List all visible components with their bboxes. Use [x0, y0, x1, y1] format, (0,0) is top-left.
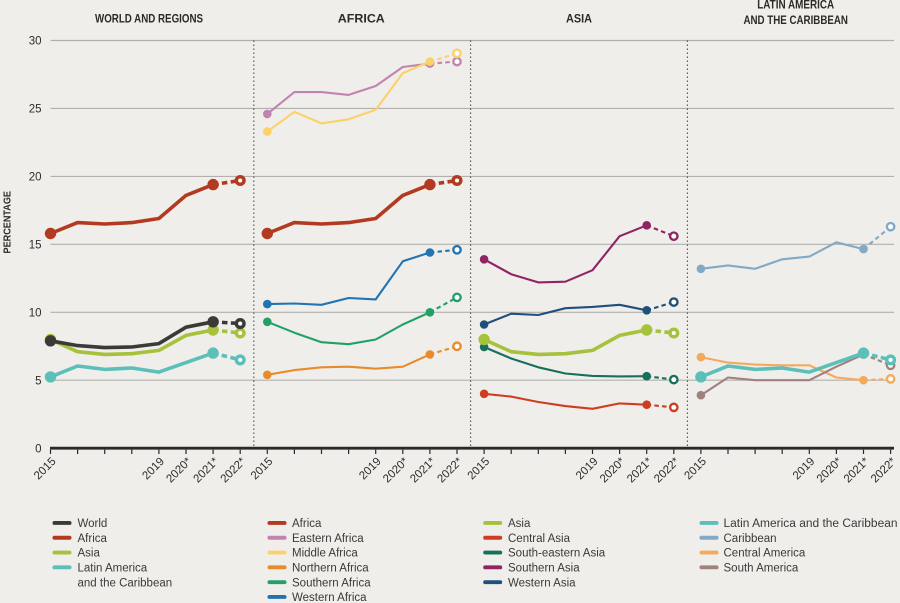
- svg-text:Latin America and the Caribbea: Latin America and the Caribbean: [724, 518, 898, 530]
- svg-text:AFRICA: AFRICA: [338, 12, 385, 26]
- svg-text:Asia: Asia: [78, 548, 101, 560]
- svg-text:Central Asia: Central Asia: [508, 533, 571, 545]
- svg-text:10: 10: [29, 307, 42, 319]
- svg-text:and the Caribbean: and the Caribbean: [78, 577, 173, 589]
- svg-text:World: World: [78, 518, 108, 530]
- svg-text:Western Asia: Western Asia: [508, 577, 576, 589]
- svg-text:Eastern Africa: Eastern Africa: [292, 533, 364, 545]
- svg-text:Southern Africa: Southern Africa: [292, 577, 371, 589]
- svg-text:Caribbean: Caribbean: [724, 533, 777, 545]
- svg-text:5: 5: [35, 375, 41, 387]
- svg-text:20: 20: [29, 172, 42, 184]
- svg-text:0: 0: [35, 443, 41, 455]
- svg-text:Middle Africa: Middle Africa: [292, 548, 358, 560]
- svg-text:South America: South America: [724, 563, 799, 575]
- svg-text:Asia: Asia: [508, 518, 531, 530]
- svg-text:ASIA: ASIA: [566, 12, 592, 26]
- svg-text:Southern Asia: Southern Asia: [508, 563, 580, 575]
- svg-text:Northern Africa: Northern Africa: [292, 563, 369, 575]
- svg-text:LATIN AMERICA: LATIN AMERICA: [757, 0, 834, 12]
- svg-text:Latin America: Latin America: [78, 563, 148, 575]
- svg-text:AND THE CARIBBEAN: AND THE CARIBBEAN: [743, 13, 848, 27]
- svg-text:Western Africa: Western Africa: [292, 592, 367, 603]
- svg-text:25: 25: [29, 104, 42, 116]
- svg-text:15: 15: [29, 239, 42, 251]
- svg-text:Africa: Africa: [78, 533, 108, 545]
- svg-text:South-eastern Asia: South-eastern Asia: [508, 548, 606, 560]
- svg-text:30: 30: [29, 36, 42, 48]
- svg-text:Central America: Central America: [724, 548, 806, 560]
- svg-text:WORLD AND REGIONS: WORLD AND REGIONS: [95, 12, 203, 26]
- svg-text:Africa: Africa: [292, 518, 322, 530]
- svg-text:PERCENTAGE: PERCENTAGE: [3, 191, 14, 254]
